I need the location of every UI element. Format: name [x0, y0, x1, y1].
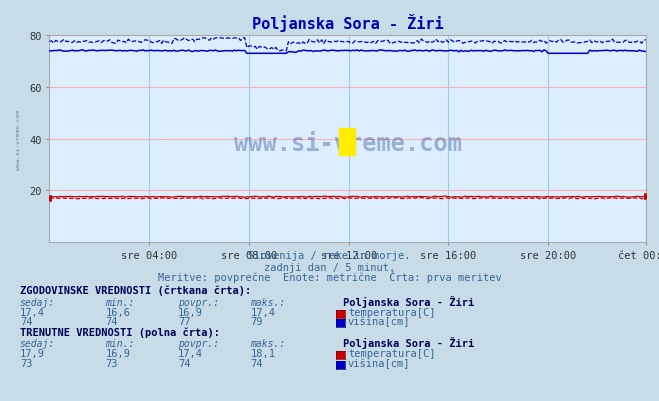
Text: 74: 74 [178, 358, 190, 368]
Text: temperatura[C]: temperatura[C] [348, 348, 436, 358]
Text: Poljanska Sora - Žiri: Poljanska Sora - Žiri [343, 295, 474, 307]
Text: 77: 77 [178, 316, 190, 326]
Text: Meritve: povprečne  Enote: metrične  Črta: prva meritev: Meritve: povprečne Enote: metrične Črta:… [158, 271, 501, 283]
Text: povpr.:: povpr.: [178, 297, 219, 307]
Text: www.si-vreme.com: www.si-vreme.com [234, 132, 461, 156]
Text: 79: 79 [250, 316, 263, 326]
Text: sedaj:: sedaj: [20, 297, 55, 307]
Text: 17,9: 17,9 [20, 348, 45, 358]
Bar [339, 129, 355, 156]
Text: maks.:: maks.: [250, 338, 285, 348]
Text: ZGODOVINSKE VREDNOSTI (črtkana črta):: ZGODOVINSKE VREDNOSTI (črtkana črta): [20, 285, 251, 296]
Text: zadnji dan / 5 minut.: zadnji dan / 5 minut. [264, 262, 395, 272]
Text: 17,4: 17,4 [250, 307, 275, 317]
Text: www.si-vreme.com: www.si-vreme.com [16, 109, 21, 169]
Text: maks.:: maks.: [250, 297, 285, 307]
Text: višina[cm]: višina[cm] [348, 357, 411, 368]
Text: temperatura[C]: temperatura[C] [348, 307, 436, 317]
Text: Poljanska Sora - Žiri: Poljanska Sora - Žiri [343, 336, 474, 348]
Text: Slovenija / reke in morje.: Slovenija / reke in morje. [248, 251, 411, 261]
Text: povpr.:: povpr.: [178, 338, 219, 348]
Text: višina[cm]: višina[cm] [348, 316, 411, 326]
Text: TRENUTNE VREDNOSTI (polna črta):: TRENUTNE VREDNOSTI (polna črta): [20, 326, 219, 337]
Text: min.:: min.: [105, 297, 135, 307]
Text: 74: 74 [250, 358, 263, 368]
Text: 74: 74 [20, 316, 32, 326]
Text: sedaj:: sedaj: [20, 338, 55, 348]
Text: 18,1: 18,1 [250, 348, 275, 358]
Text: 16,9: 16,9 [105, 348, 130, 358]
Text: 16,6: 16,6 [105, 307, 130, 317]
Text: 17,4: 17,4 [20, 307, 45, 317]
Text: min.:: min.: [105, 338, 135, 348]
Title: Poljanska Sora - Žiri: Poljanska Sora - Žiri [252, 14, 444, 32]
Text: 17,4: 17,4 [178, 348, 203, 358]
Text: 74: 74 [105, 316, 118, 326]
Text: 16,9: 16,9 [178, 307, 203, 317]
Text: 73: 73 [105, 358, 118, 368]
Text: 73: 73 [20, 358, 32, 368]
